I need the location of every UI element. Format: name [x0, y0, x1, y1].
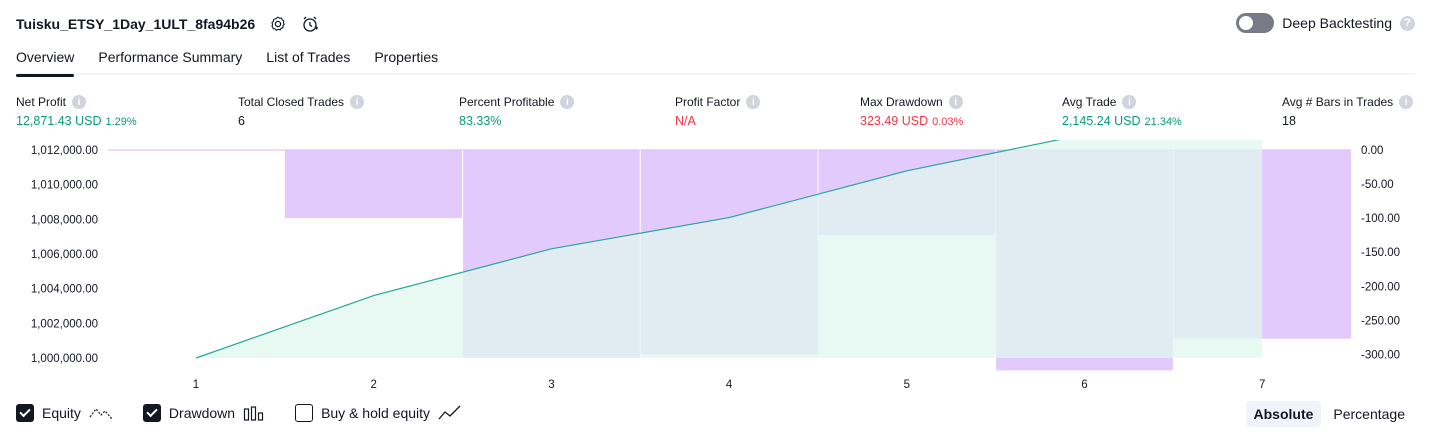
deep-backtesting-control: Deep Backtesting ?	[1236, 13, 1415, 33]
right-axis-tick-label: 0.00	[1361, 145, 1383, 157]
equity-series	[195, 140, 1263, 359]
legend-equity[interactable]: Equity	[16, 404, 113, 422]
metric-value: 18	[1282, 114, 1296, 128]
deep-backtesting-toggle[interactable]	[1236, 13, 1275, 33]
info-icon[interactable]: i	[72, 95, 87, 109]
left-axis-tick-label: 1,010,000.00	[31, 180, 98, 192]
left-axis-tick-label: 1,004,000.00	[31, 284, 98, 296]
metric-label: Avg Trade	[1062, 95, 1117, 109]
tab-overview[interactable]: Overview	[16, 48, 75, 77]
metric-percent: 0.03%	[932, 116, 964, 128]
right-axis-tick-label: -100.00	[1361, 213, 1400, 225]
equity-line	[195, 140, 1061, 359]
help-icon[interactable]: ?	[1400, 15, 1415, 31]
metric-value: 323.49 USD	[860, 114, 929, 128]
metric-value: 2,145.24 USD	[1062, 114, 1141, 128]
metric-label: Avg # Bars in Trades	[1282, 95, 1394, 109]
alert-clock-icon[interactable]	[301, 15, 319, 33]
metric-value: N/A	[675, 114, 696, 128]
equity-checkbox[interactable]	[16, 404, 34, 422]
right-axis-tick-label: -200.00	[1361, 281, 1400, 293]
right-axis: 0.00 -50.00 -100.00 -150.00 -200.00 -250.00 -3…	[1361, 145, 1400, 361]
info-icon[interactable]: i	[746, 95, 761, 109]
x-axis-tick-label: 3	[548, 379, 554, 391]
x-axis-tick-label: 1	[193, 379, 199, 391]
info-icon[interactable]: i	[948, 95, 963, 109]
drawdown-bars-icon	[243, 406, 264, 421]
left-axis-tick-label: 1,002,000.00	[31, 318, 98, 330]
metric-percent-profitable: Percent Profitable i 83.33%	[459, 94, 575, 128]
metric-label: Total Closed Trades	[238, 95, 345, 109]
metric-label: Max Drawdown	[860, 95, 943, 109]
metric-net-profit: Net Profit i 12,871.43 USD 1.29%	[16, 94, 137, 128]
toggle-knob	[1239, 16, 1254, 30]
x-axis-tick-label: 5	[904, 379, 910, 391]
left-axis: 1,012,000.00 1,010,000.00 1,008,000.00 1,00…	[31, 145, 98, 365]
x-axis: 1 2 3 4 5 6 7	[193, 379, 1266, 391]
metric-label: Net Profit	[16, 95, 67, 109]
strategy-title: Tuisku_ETSY_1Day_1ULT_8fa94b26	[16, 16, 256, 32]
legend-label: Buy & hold equity	[321, 405, 431, 421]
x-axis-tick-label: 2	[370, 379, 376, 391]
value-mode-switch: Absolute Percentage	[1245, 401, 1414, 427]
metric-value: 12,871.43 USD	[16, 114, 102, 128]
info-icon[interactable]: i	[560, 95, 575, 109]
buy-hold-line-icon	[438, 405, 461, 420]
metric-avg-trade: Avg Trade i 2,145.24 USD 21.34%	[1062, 94, 1182, 128]
tab-properties[interactable]: Properties	[374, 49, 439, 65]
settings-icon[interactable]	[269, 15, 287, 33]
metric-label: Percent Profitable	[459, 95, 555, 109]
metric-label: Profit Factor	[675, 95, 741, 109]
x-axis-tick-label: 7	[1259, 379, 1265, 391]
metric-profit-factor: Profit Factor i N/A	[675, 94, 761, 128]
right-axis-tick-label: -300.00	[1361, 349, 1400, 361]
left-axis-tick-label: 1,000,000.00	[31, 353, 98, 365]
legend-label: Equity	[42, 405, 81, 421]
metric-total-closed-trades: Total Closed Trades i 6	[238, 94, 365, 128]
equity-line-icon	[89, 408, 113, 420]
absolute-mode-button[interactable]: Absolute	[1245, 401, 1322, 427]
x-axis-tick-label: 4	[726, 379, 733, 391]
right-axis-tick-label: -50.00	[1361, 179, 1394, 191]
left-axis-tick-label: 1,006,000.00	[31, 249, 98, 261]
drawdown-bar	[284, 150, 463, 219]
equity-drawdown-chart[interactable]: 1,012,000.00 1,010,000.00 1,008,000.00 1,00…	[0, 140, 1431, 400]
chart-legend: Equity Drawdown Buy & hold equity	[16, 404, 462, 422]
tab-list-of-trades[interactable]: List of Trades	[266, 49, 351, 65]
legend-buy-hold[interactable]: Buy & hold equity	[295, 404, 462, 422]
right-axis-tick-label: -250.00	[1361, 315, 1400, 327]
info-icon[interactable]: i	[1122, 95, 1137, 109]
left-axis-tick-label: 1,012,000.00	[31, 145, 98, 157]
left-axis-tick-label: 1,008,000.00	[31, 214, 98, 226]
x-axis-tick-label: 6	[1081, 379, 1087, 391]
tab-bar: Overview Performance Summary List of Tra…	[16, 48, 1415, 77]
metric-value: 83.33%	[459, 114, 502, 128]
metric-value: 6	[238, 114, 245, 128]
right-axis-tick-label: -150.00	[1361, 247, 1400, 259]
deep-backtesting-label: Deep Backtesting	[1282, 15, 1392, 31]
info-icon[interactable]: i	[350, 95, 365, 109]
metric-percent: 21.34%	[1144, 116, 1182, 128]
metric-avg-bars: Avg # Bars in Trades i 18	[1282, 94, 1414, 128]
equity-area	[196, 140, 1263, 358]
buy-hold-checkbox[interactable]	[295, 404, 314, 422]
percentage-mode-button[interactable]: Percentage	[1333, 406, 1405, 422]
metric-percent: 1.29%	[105, 116, 137, 128]
report-header: Tuisku_ETSY_1Day_1ULT_8fa94b26	[16, 12, 319, 36]
legend-drawdown[interactable]: Drawdown	[142, 404, 265, 422]
metric-max-drawdown: Max Drawdown i 323.49 USD 0.03%	[860, 94, 963, 128]
legend-label: Drawdown	[168, 405, 236, 421]
info-icon[interactable]: i	[1399, 95, 1414, 109]
tab-performance-summary[interactable]: Performance Summary	[98, 49, 243, 65]
drawdown-checkbox[interactable]	[142, 404, 161, 422]
